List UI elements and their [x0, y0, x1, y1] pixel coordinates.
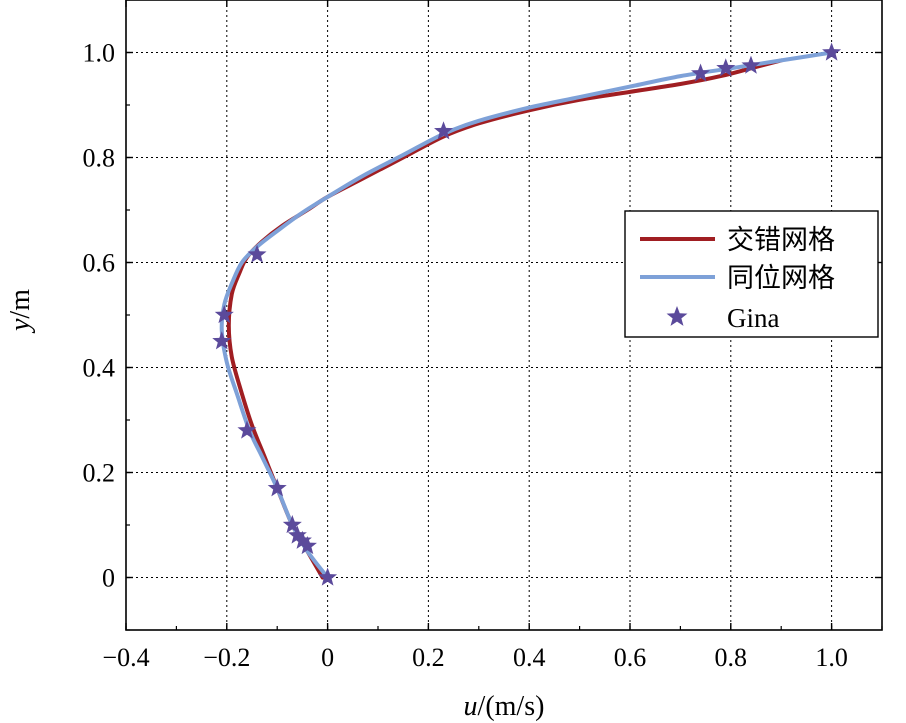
legend-swatch-gina	[666, 306, 688, 326]
series-line-1	[219, 50, 834, 580]
data-point-star	[297, 536, 317, 555]
legend-label-staggered: 交错网格	[727, 225, 835, 256]
x-tick-label: 0.4	[513, 643, 546, 672]
data-point-star	[434, 121, 454, 140]
y-tick-label: 0	[102, 564, 115, 593]
data-point-star	[741, 55, 761, 74]
x-tick-label: 0	[321, 643, 334, 672]
legend-label-gina: Gina	[727, 303, 780, 333]
x-tick-label: −0.2	[203, 643, 250, 672]
legend: 交错网格 同位网格 Gina	[624, 210, 879, 338]
legend-box	[624, 210, 879, 338]
y-axis-title-unit: /m	[5, 289, 36, 319]
legend-label-colocated: 同位网格	[727, 263, 835, 294]
y-tick-label: 1.0	[83, 39, 116, 68]
data-point-star	[282, 515, 302, 534]
data-point-star	[214, 305, 234, 324]
x-axis-title-unit: /(m/s)	[478, 691, 545, 722]
x-tick-label: 1.0	[815, 643, 848, 672]
data-point-star	[691, 63, 711, 82]
axis-ticks: −0.4 −0.2 0 0.2 0.4 0.6 0.8 1.0 0 0.2 0.4 0.6 0.8 1.0	[83, 0, 883, 672]
y-tick-label: 0.8	[83, 144, 116, 173]
y-axis-title: y/m	[5, 289, 36, 334]
data-point-star	[318, 567, 338, 586]
data-point-star	[212, 331, 232, 350]
data-point-star	[292, 530, 312, 549]
series-layer	[212, 42, 842, 586]
x-tick-label: 0.2	[412, 643, 445, 672]
y-tick-label: 0.2	[83, 459, 116, 488]
data-point-star	[267, 478, 287, 497]
y-axis-title-var: y	[5, 318, 36, 334]
x-tick-label: 0.8	[715, 643, 748, 672]
legend-star-icon	[666, 306, 688, 326]
x-axis-title-var: u	[464, 691, 478, 722]
x-tick-label: −0.4	[102, 643, 149, 672]
data-point-star	[716, 58, 736, 77]
data-point-star	[822, 42, 842, 61]
data-point-star	[247, 244, 267, 263]
y-tick-label: 0.6	[83, 249, 116, 278]
data-point-star	[237, 420, 257, 439]
x-tick-label: 0.6	[614, 643, 647, 672]
x-axis-title: u/(m/s)	[464, 691, 545, 722]
y-tick-label: 0.4	[83, 354, 116, 383]
data-point-star	[287, 525, 307, 544]
